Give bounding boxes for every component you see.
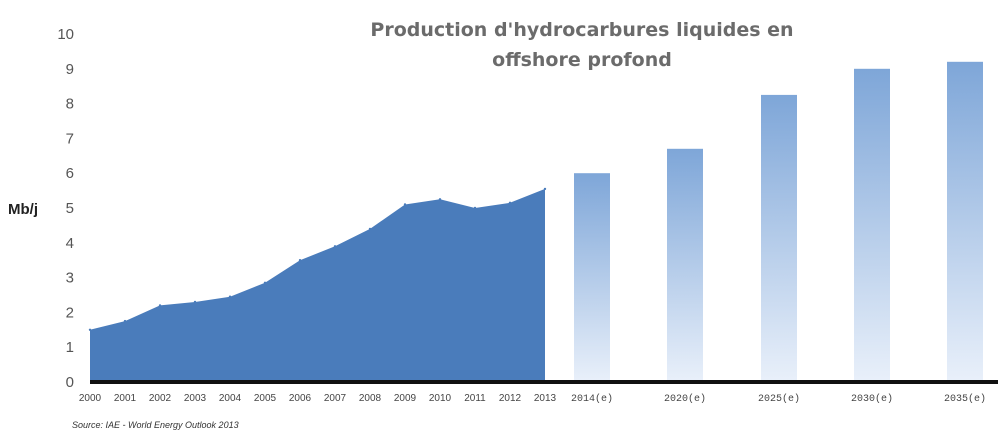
projection-bar-2020(e)	[667, 148, 703, 382]
y-tick-label: 1	[66, 339, 74, 356]
area-point-2000	[88, 328, 92, 331]
historical-area-series	[88, 187, 547, 382]
chart-title-line-1: Production d'hydrocarbures liquides en	[370, 19, 793, 41]
y-axis-ticks: 0 1 2 3 4 5 6 7 8 9 10	[57, 26, 74, 391]
x-tick-label: 2035(e)	[944, 393, 986, 405]
area-point-2006	[298, 259, 302, 262]
area-point-2001	[123, 319, 127, 323]
area-point-2009	[403, 203, 407, 206]
y-tick-label: 4	[66, 235, 74, 252]
area-point-2011	[473, 206, 477, 210]
x-tick-label: 2006	[289, 393, 312, 404]
x-tick-label: 2010	[429, 393, 452, 404]
y-tick-label: 5	[66, 200, 74, 217]
x-tick-label: 2001	[114, 393, 137, 404]
y-tick-label: 9	[66, 61, 74, 78]
area-point-2010	[438, 198, 442, 201]
y-tick-label: 8	[66, 96, 74, 113]
area-point-2013	[543, 187, 547, 191]
area-point-2008	[368, 227, 372, 231]
x-tick-label: 2005	[254, 393, 277, 404]
x-axis-ticks: 2000 2001 2002 2003 2004 2005 2006 2007 2008 2009…	[79, 393, 986, 405]
area-point-2002	[158, 304, 162, 307]
x-tick-label: 2008	[359, 393, 382, 404]
y-tick-label: 10	[57, 26, 74, 43]
y-tick-label: 3	[66, 270, 74, 287]
area-point-2012	[508, 201, 512, 204]
x-tick-label: 2013	[534, 393, 557, 404]
x-tick-label: 2003	[184, 393, 207, 404]
area-fill	[90, 188, 545, 382]
source-note: Source: IAE - World Energy Outlook 2013	[72, 420, 239, 430]
y-tick-label: 6	[66, 165, 74, 182]
x-tick-label: 2012	[499, 393, 522, 404]
y-axis-label: Mb/j	[8, 201, 38, 218]
x-tick-label: 2011	[464, 393, 486, 404]
x-tick-label: 2020(e)	[664, 393, 706, 405]
x-tick-label: 2030(e)	[851, 393, 893, 405]
y-tick-label: 0	[66, 374, 74, 391]
x-tick-label: 2002	[149, 393, 172, 404]
x-tick-label: 2000	[79, 393, 102, 404]
area-point-2005	[263, 281, 267, 284]
area-point-2007	[333, 245, 337, 248]
y-tick-label: 7	[66, 130, 74, 147]
projection-bar-2014(e)	[574, 173, 610, 382]
projection-bar-2030(e)	[854, 68, 890, 383]
projection-bar-2025(e)	[761, 94, 797, 383]
x-tick-label: 2009	[394, 393, 417, 404]
x-tick-label: 2004	[219, 393, 242, 404]
area-point-2004	[228, 295, 232, 298]
area-point-2003	[193, 300, 197, 304]
y-tick-label: 2	[66, 304, 74, 321]
projection-bar-2035(e)	[947, 61, 983, 383]
x-tick-label: 2025(e)	[758, 393, 800, 405]
projection-bar-series	[574, 61, 983, 383]
x-tick-label: 2014(e)	[571, 393, 613, 405]
chart-title-line-2: offshore profond	[492, 49, 672, 71]
x-tick-label: 2007	[324, 393, 347, 404]
